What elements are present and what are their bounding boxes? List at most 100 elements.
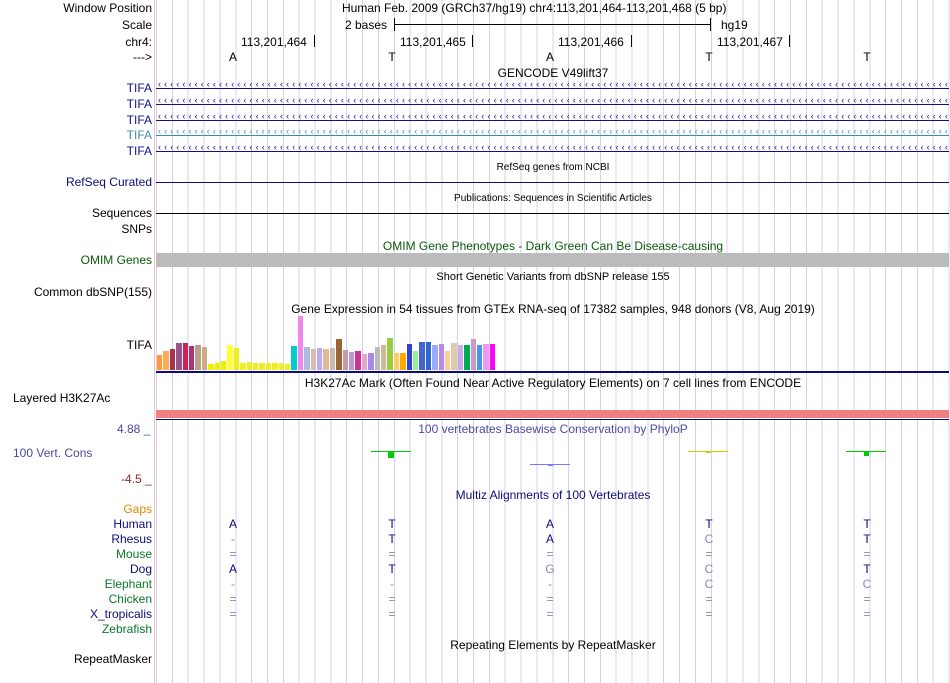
phylop-track-label[interactable]: 100 Vert. Cons	[13, 446, 93, 460]
gtex-tissue-bar[interactable]	[400, 353, 406, 370]
gtex-tissue-bar[interactable]	[413, 351, 419, 370]
gencode-track-title[interactable]: GENCODE V49lift37	[497, 66, 609, 80]
publications-track-title[interactable]: Publications: Sequences in Scientific Ar…	[454, 193, 652, 204]
refseq-intron-line[interactable]	[156, 182, 949, 183]
gtex-tissue-bar[interactable]	[451, 343, 457, 370]
phylop-score-bar[interactable]	[864, 451, 869, 456]
gtex-tissue-bar[interactable]	[310, 349, 316, 370]
gtex-tissue-bar[interactable]	[176, 343, 182, 370]
gtex-tissue-bar[interactable]	[208, 364, 214, 370]
gtex-tissue-bar[interactable]	[214, 363, 220, 370]
gtex-tissue-bar[interactable]	[253, 363, 259, 370]
gtex-tissue-bar[interactable]	[438, 344, 444, 370]
gtex-tissue-bar[interactable]	[227, 345, 233, 370]
gtex-tissue-bar[interactable]	[304, 347, 310, 370]
multiz-species-label[interactable]: Dog	[129, 562, 152, 576]
gtex-tissue-bar[interactable]	[259, 363, 265, 370]
refseq-track-label[interactable]: RefSeq Curated	[65, 175, 152, 189]
gencode-transcript-label[interactable]: TIFA	[126, 128, 152, 142]
h3k27ac-track-label[interactable]: Layered H3K27Ac	[13, 391, 111, 405]
gencode-transcript-label[interactable]: TIFA	[126, 81, 152, 95]
gtex-tissue-bar[interactable]	[470, 339, 476, 370]
gtex-bar-chart[interactable]	[156, 316, 950, 370]
gtex-tissue-bar[interactable]	[361, 354, 368, 370]
gencode-transcript-feature[interactable]: ‹ ‹ ‹ ‹ ‹ ‹ ‹ ‹ ‹ ‹ ‹ ‹ ‹ ‹ ‹ ‹ ‹ ‹ ‹ ‹ ‹ ‹ ‹ ‹ ‹ ‹ ‹ ‹ ‹ ‹ ‹ ‹ ‹ ‹ ‹ ‹ ‹ ‹ ‹ ‹…	[156, 112, 949, 124]
gtex-tissue-bar[interactable]	[278, 363, 284, 370]
gtex-tissue-bar[interactable]	[189, 346, 195, 370]
gencode-transcript-label[interactable]: TIFA	[126, 97, 152, 111]
phylop-track-title[interactable]: 100 vertebrates Basewise Conservation by…	[418, 422, 688, 436]
gtex-tissue-bar[interactable]	[285, 364, 291, 370]
gtex-tissue-bar[interactable]	[240, 363, 246, 370]
gtex-tissue-bar[interactable]	[317, 348, 323, 370]
phylop-score-bar[interactable]	[388, 451, 394, 458]
gtex-tissue-bar[interactable]	[387, 338, 393, 370]
gtex-tissue-bar[interactable]	[464, 345, 470, 370]
gtex-track-label[interactable]: TIFA	[126, 338, 152, 352]
gtex-tissue-bar[interactable]	[368, 353, 374, 370]
gtex-tissue-bar[interactable]	[297, 316, 304, 370]
gtex-tissue-bar[interactable]	[374, 347, 380, 370]
omim-track-label[interactable]: OMIM Genes	[80, 253, 152, 267]
phylop-plot[interactable]	[156, 436, 950, 486]
gtex-tissue-bar[interactable]	[291, 346, 297, 370]
snps-track-label[interactable]: SNPs	[121, 222, 152, 236]
gencode-transcript-label[interactable]: TIFA	[126, 113, 152, 127]
phylop-score-bar[interactable]	[548, 464, 553, 466]
gtex-tissue-bar[interactable]	[201, 347, 208, 370]
gtex-tissue-bar[interactable]	[457, 345, 464, 370]
phylop-score-bar[interactable]	[706, 451, 711, 453]
gtex-tissue-bar[interactable]	[221, 361, 227, 370]
omim-gene-feature[interactable]	[156, 253, 949, 267]
gencode-transcript-feature[interactable]: ‹ ‹ ‹ ‹ ‹ ‹ ‹ ‹ ‹ ‹ ‹ ‹ ‹ ‹ ‹ ‹ ‹ ‹ ‹ ‹ ‹ ‹ ‹ ‹ ‹ ‹ ‹ ‹ ‹ ‹ ‹ ‹ ‹ ‹ ‹ ‹ ‹ ‹ ‹ ‹…	[156, 96, 949, 108]
gtex-tissue-bar[interactable]	[432, 345, 438, 370]
refseq-track-title[interactable]: RefSeq genes from NCBI	[496, 162, 610, 173]
multiz-species-label[interactable]: X_tropicalis	[89, 607, 152, 621]
publications-track-label[interactable]: Sequences	[91, 206, 152, 220]
multiz-species-label[interactable]: Rhesus	[111, 532, 152, 546]
gencode-transcript-label[interactable]: TIFA	[126, 144, 152, 158]
gtex-tissue-bar[interactable]	[323, 349, 329, 370]
gtex-tissue-bar[interactable]	[157, 355, 163, 370]
gtex-tissue-bar[interactable]	[182, 343, 188, 370]
gencode-transcript-feature[interactable]: ‹ ‹ ‹ ‹ ‹ ‹ ‹ ‹ ‹ ‹ ‹ ‹ ‹ ‹ ‹ ‹ ‹ ‹ ‹ ‹ ‹ ‹ ‹ ‹ ‹ ‹ ‹ ‹ ‹ ‹ ‹ ‹ ‹ ‹ ‹ ‹ ‹ ‹ ‹ ‹…	[156, 127, 949, 139]
gtex-tissue-bar[interactable]	[272, 363, 278, 370]
gencode-transcript-feature[interactable]: ‹ ‹ ‹ ‹ ‹ ‹ ‹ ‹ ‹ ‹ ‹ ‹ ‹ ‹ ‹ ‹ ‹ ‹ ‹ ‹ ‹ ‹ ‹ ‹ ‹ ‹ ‹ ‹ ‹ ‹ ‹ ‹ ‹ ‹ ‹ ‹ ‹ ‹ ‹ ‹…	[156, 143, 949, 155]
dbsnp-track-label[interactable]: Common dbSNP(155)	[33, 285, 152, 299]
gtex-tissue-bar[interactable]	[406, 344, 412, 370]
gtex-tissue-bar[interactable]	[233, 348, 240, 370]
gtex-tissue-bar[interactable]	[163, 351, 169, 370]
gtex-tissue-bar[interactable]	[195, 345, 201, 370]
gtex-tissue-bar[interactable]	[477, 345, 483, 370]
repeatmasker-track-title[interactable]: Repeating Elements by RepeatMasker	[450, 638, 656, 652]
multiz-species-label[interactable]: Chicken	[108, 592, 152, 606]
h3k27ac-signal[interactable]	[156, 410, 949, 418]
multiz-species-label[interactable]: Human	[113, 517, 152, 531]
gtex-track-title[interactable]: Gene Expression in 54 tissues from GTEx …	[291, 302, 815, 316]
repeatmasker-track-label[interactable]: RepeatMasker	[73, 652, 152, 666]
gtex-tissue-bar[interactable]	[419, 342, 425, 370]
gtex-tissue-bar[interactable]	[489, 344, 496, 370]
publications-sequence-line[interactable]	[156, 213, 949, 214]
h3k27ac-track-title[interactable]: H3K27Ac Mark (Often Found Near Active Re…	[304, 376, 802, 390]
multiz-species-label[interactable]: Zebrafish	[101, 622, 152, 636]
gtex-tissue-bar[interactable]	[393, 353, 400, 370]
multiz-species-label[interactable]: Elephant	[104, 577, 152, 591]
gencode-transcript-feature[interactable]: ‹ ‹ ‹ ‹ ‹ ‹ ‹ ‹ ‹ ‹ ‹ ‹ ‹ ‹ ‹ ‹ ‹ ‹ ‹ ‹ ‹ ‹ ‹ ‹ ‹ ‹ ‹ ‹ ‹ ‹ ‹ ‹ ‹ ‹ ‹ ‹ ‹ ‹ ‹ ‹…	[156, 80, 949, 92]
gtex-tissue-bar[interactable]	[483, 344, 489, 370]
gtex-tissue-bar[interactable]	[342, 350, 348, 370]
multiz-species-label[interactable]: Mouse	[115, 547, 152, 561]
gtex-tissue-bar[interactable]	[381, 345, 387, 370]
gtex-tissue-bar[interactable]	[349, 352, 355, 370]
gtex-tissue-bar[interactable]	[265, 363, 272, 370]
gtex-tissue-bar[interactable]	[355, 351, 361, 370]
gtex-tissue-bar[interactable]	[246, 362, 252, 370]
dbsnp-track-title[interactable]: Short Genetic Variants from dbSNP releas…	[436, 271, 670, 283]
multiz-track-title[interactable]: Multiz Alignments of 100 Vertebrates	[455, 488, 651, 502]
omim-track-title[interactable]: OMIM Gene Phenotypes - Dark Green Can Be…	[382, 239, 724, 253]
gtex-tissue-bar[interactable]	[329, 348, 336, 370]
gtex-tissue-bar[interactable]	[445, 351, 451, 370]
gtex-tissue-bar[interactable]	[336, 339, 342, 370]
gtex-tissue-bar[interactable]	[169, 349, 176, 370]
gtex-tissue-bar[interactable]	[425, 342, 432, 370]
